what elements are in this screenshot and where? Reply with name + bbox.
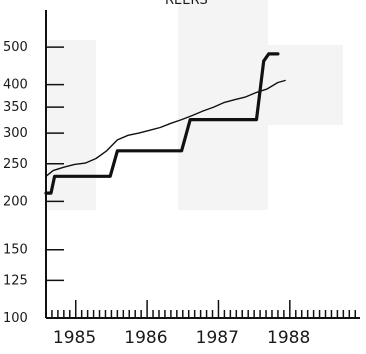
x-axis-minor-ticks xyxy=(45,300,356,318)
y-tick-label: 150 xyxy=(3,243,28,258)
x-axis-labels: 1985 1986 1987 1988 xyxy=(53,328,310,348)
y-tick-label: 250 xyxy=(3,157,28,172)
y-tick-label: 350 xyxy=(3,100,28,115)
y-tick-label: 300 xyxy=(3,126,28,141)
y-tick-label: 400 xyxy=(3,78,28,93)
plot-background-mid xyxy=(178,0,268,210)
series-group xyxy=(44,52,286,195)
y-tick-label: 125 xyxy=(3,273,28,288)
y-tick-label: 500 xyxy=(3,40,28,55)
series-line-thin xyxy=(45,79,286,178)
x-tick-label: 1988 xyxy=(267,328,310,348)
x-tick-label: 1985 xyxy=(53,328,96,348)
chart-title: REERS xyxy=(165,0,208,8)
y-axis-ticks: 100 125 150 200 250 300 350 400 500 xyxy=(3,40,64,326)
x-tick-label: 1986 xyxy=(124,328,167,348)
plot-background-left xyxy=(48,40,96,210)
y-tick-label: 100 xyxy=(3,311,28,326)
series-line-step xyxy=(44,52,280,195)
y-tick-label: 200 xyxy=(3,194,28,209)
x-tick-label: 1987 xyxy=(196,328,239,348)
plot-background-right xyxy=(268,45,343,125)
